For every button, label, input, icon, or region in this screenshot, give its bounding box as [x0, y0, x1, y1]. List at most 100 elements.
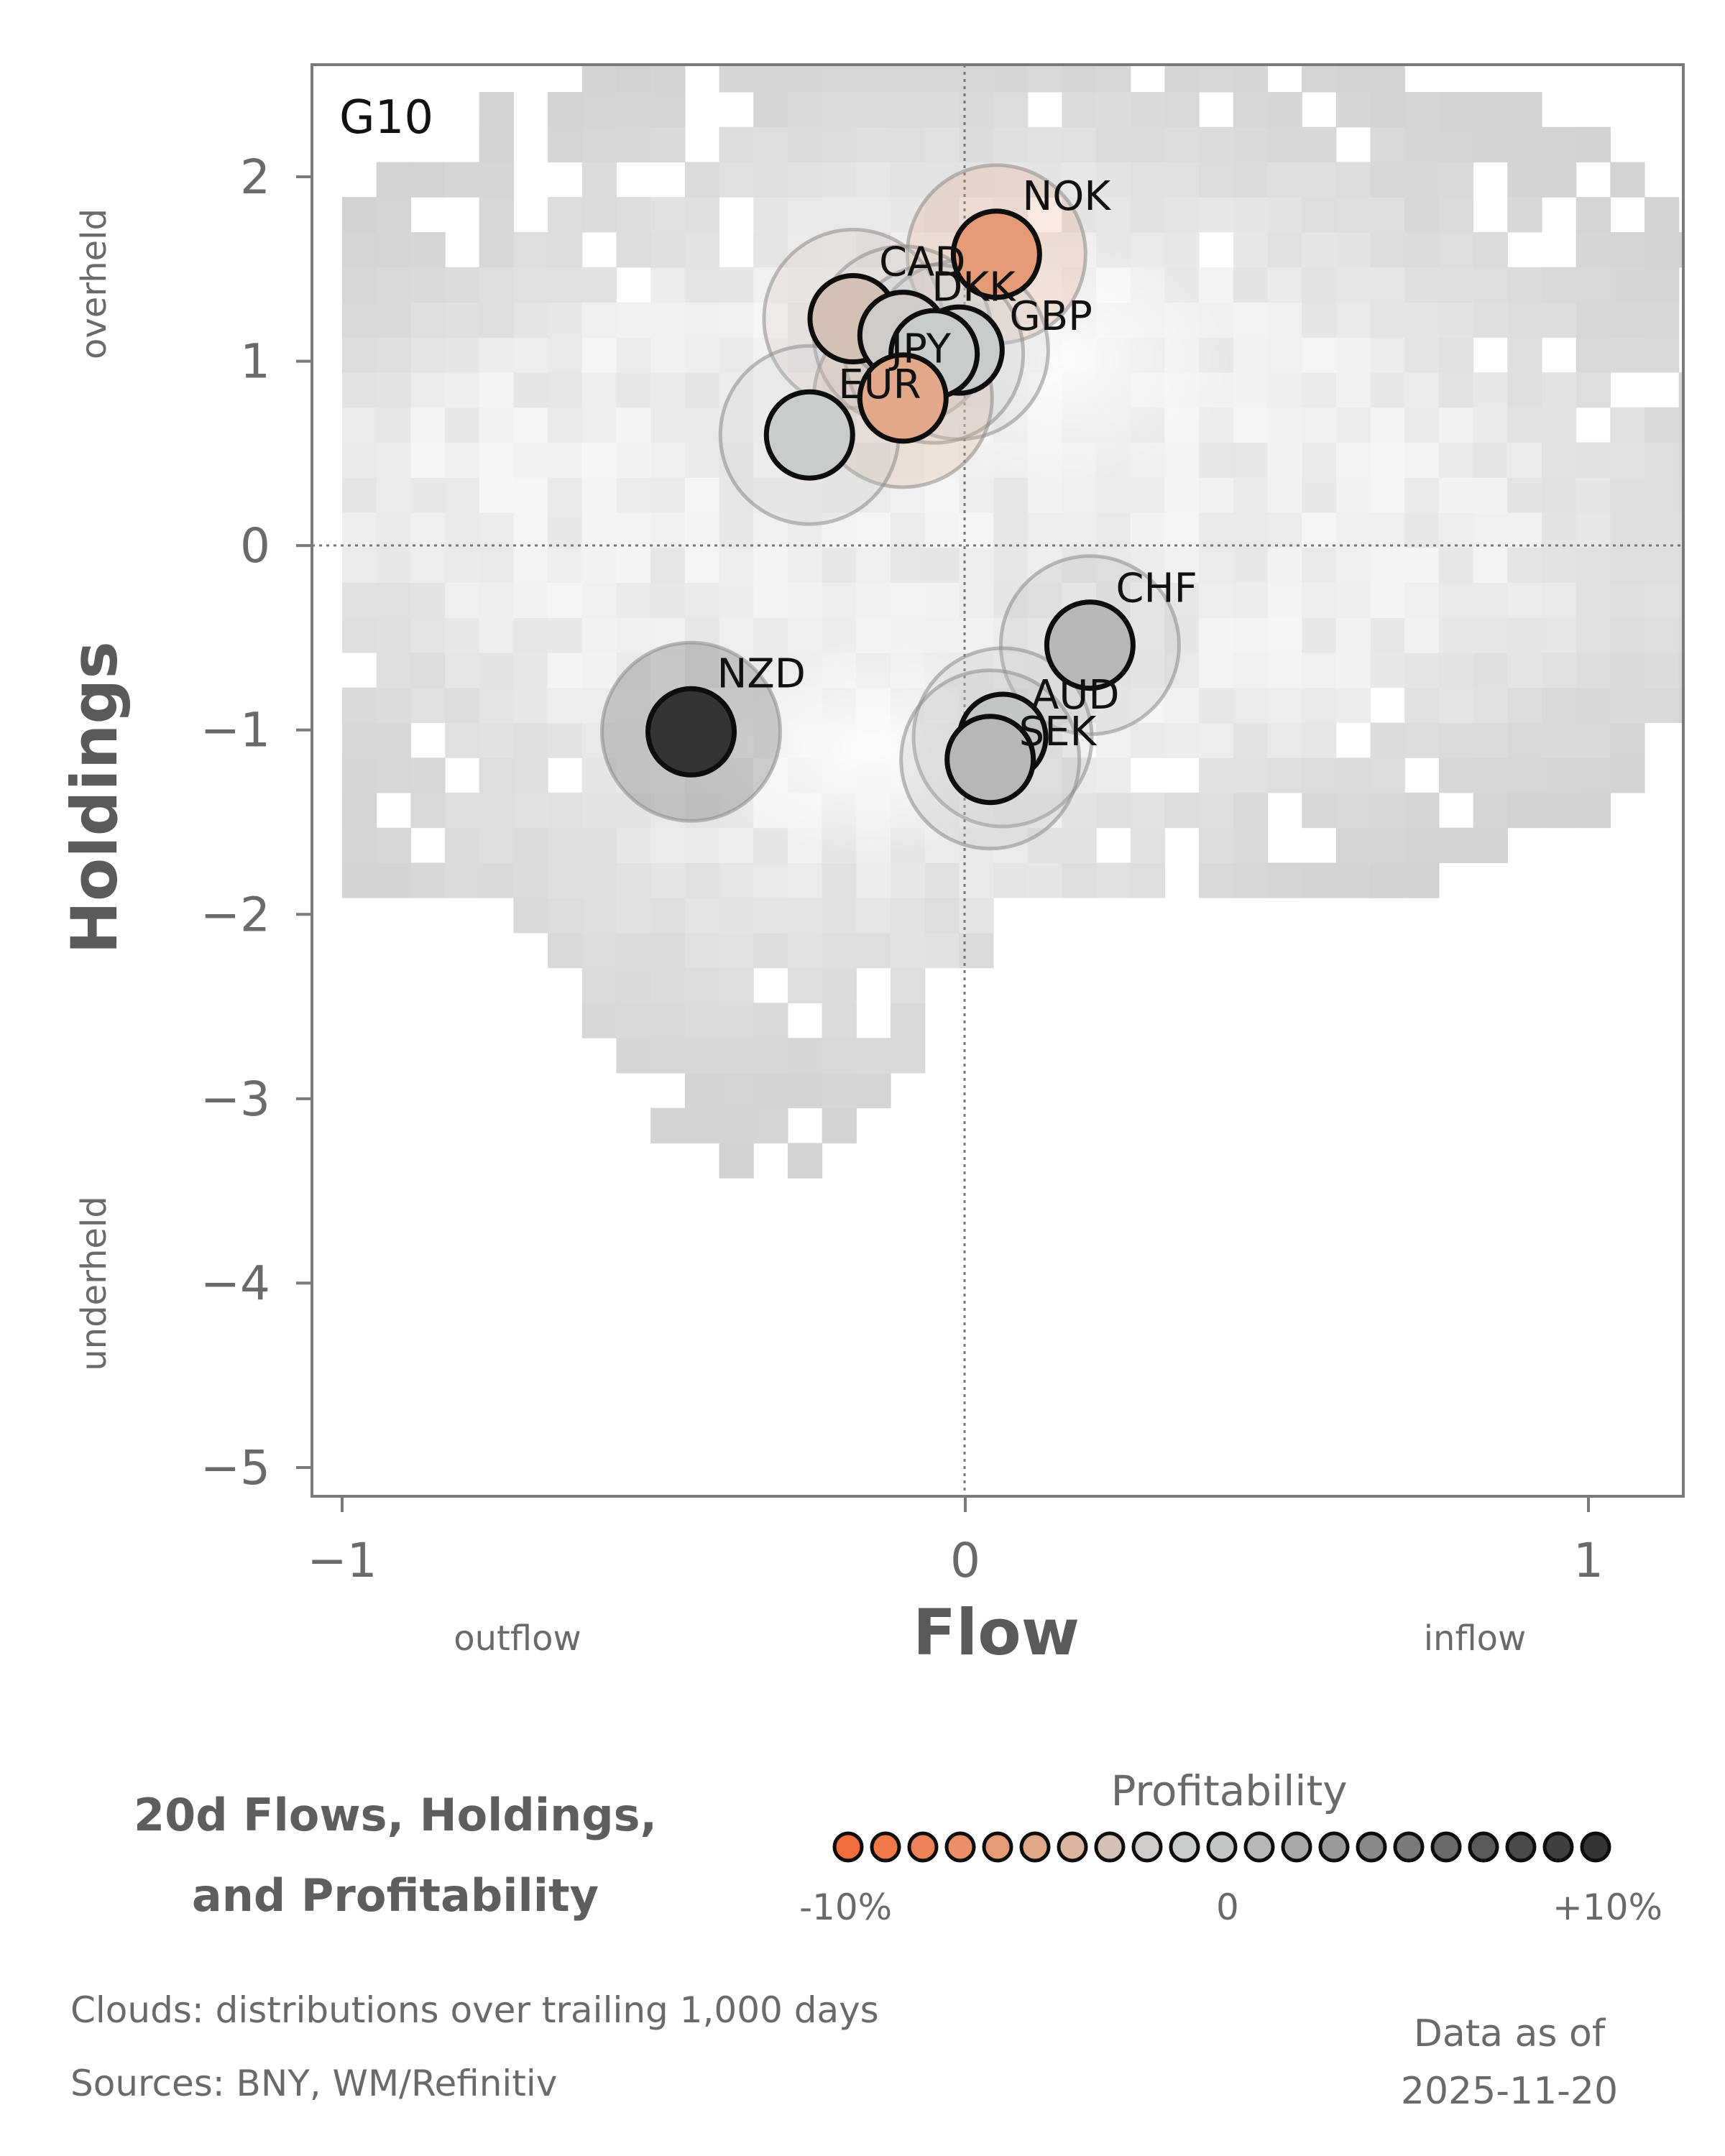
- cloud-cell: [856, 22, 891, 57]
- cloud-cell: [650, 337, 686, 373]
- cloud-cell: [1233, 792, 1269, 829]
- cloud-cell: [753, 547, 788, 583]
- cloud-cell: [376, 653, 411, 688]
- cloud-cell: [822, 126, 857, 162]
- cloud-cell: [891, 862, 926, 898]
- cloud-cell: [1335, 582, 1371, 618]
- cloud-cell: [616, 477, 651, 513]
- cloud-cell: [1302, 407, 1337, 443]
- cloud-cell: [1302, 22, 1336, 57]
- cloud-cell: [856, 197, 891, 233]
- profitability-colorbar: [832, 1831, 1611, 1863]
- cloud-cell: [822, 1107, 857, 1143]
- cloud-cell: [924, 898, 960, 934]
- cloud-cell: [1164, 687, 1200, 723]
- cloud-cell: [719, 1143, 754, 1179]
- cloud-cell: [1404, 722, 1440, 758]
- cloud-cell: [1199, 22, 1233, 57]
- cloud-cell: [856, 126, 891, 162]
- cloud-cell: [1507, 407, 1542, 443]
- cloud-cell: [616, 967, 651, 1003]
- colorbar-swatch: [1169, 1831, 1200, 1863]
- cloud-cell: [753, 232, 788, 268]
- cloud-cell: [1302, 267, 1337, 303]
- cloud-cell: [1473, 757, 1508, 793]
- cloud-cell: [822, 162, 857, 198]
- cloud-cell: [1404, 372, 1440, 408]
- cloud-cell: [924, 65, 960, 93]
- cloud-cell: [548, 92, 583, 128]
- cloud-cell: [1370, 302, 1405, 338]
- cloud-cell: [1507, 337, 1542, 373]
- cloud-cell: [1199, 197, 1234, 233]
- colorbar-swatch: [1281, 1831, 1312, 1863]
- cloud-cell: [753, 617, 788, 653]
- cloud-cell: [1507, 267, 1542, 303]
- cloud-cell: [479, 687, 514, 723]
- cloud-cell: [1335, 337, 1371, 373]
- cloud-cell: [616, 92, 651, 128]
- cloud-cell: [1542, 267, 1577, 303]
- cloud-cell: [1370, 162, 1405, 198]
- cloud-cell: [1678, 407, 1683, 443]
- cloud-cell: [410, 442, 446, 478]
- cloud-cell: [1267, 92, 1302, 128]
- cloud-cell: [684, 162, 720, 198]
- cloud-cell: [1199, 687, 1234, 723]
- cloud-cell: [856, 862, 891, 898]
- cloud-cell: [856, 162, 891, 198]
- cloud-cell: [1335, 827, 1371, 863]
- cloud-cell: [1370, 547, 1405, 583]
- cloud-cell: [1473, 126, 1508, 162]
- cloud-cell: [1678, 477, 1683, 513]
- cloud-cell: [719, 582, 754, 618]
- cloud-cell: [1507, 477, 1542, 513]
- cloud-cell: [548, 722, 583, 758]
- cloud-cell: [1267, 126, 1302, 162]
- cloud-cell: [1233, 687, 1269, 723]
- cloud-cell: [1130, 617, 1166, 653]
- cloud-cell: [1062, 512, 1097, 548]
- cloud-glow: [684, 640, 1059, 857]
- cloud-cell: [1576, 792, 1611, 829]
- cloud-cell: [342, 547, 377, 583]
- cloud-cell: [1610, 477, 1645, 513]
- cloud-cell: [581, 967, 617, 1003]
- cloud-cell: [479, 512, 514, 548]
- cloud-cell: [479, 126, 514, 162]
- cloud-cell: [581, 582, 617, 618]
- cloud-cell: [1678, 372, 1683, 408]
- cloud-cell: [1130, 827, 1166, 863]
- cloud-cell: [1644, 512, 1680, 548]
- cloud-cell: [513, 582, 548, 618]
- cloud-cell: [1096, 687, 1131, 723]
- chart-title-line2: and Profitability: [191, 1869, 599, 1922]
- cloud-cell: [513, 267, 548, 303]
- cloud-cell: [1370, 92, 1405, 128]
- cloud-cell: [1302, 197, 1337, 233]
- cloud-cell: [1164, 617, 1200, 653]
- cloud-cell: [891, 898, 926, 934]
- cloud-cell: [1267, 442, 1302, 478]
- cloud-cell: [822, 547, 857, 583]
- point-eur: [857, 352, 949, 444]
- cloud-cell: [479, 337, 514, 373]
- cloud-cell: [924, 162, 960, 198]
- cloud-cell: [1233, 65, 1269, 93]
- cloud-cell: [548, 337, 583, 373]
- cloud-cell: [1027, 862, 1062, 898]
- cloud-cell: [684, 1003, 720, 1038]
- y-tick-label: −1: [201, 703, 270, 758]
- cloud-cell: [1438, 302, 1474, 338]
- cloud-cell: [1576, 442, 1611, 478]
- cloud-cell: [753, 126, 788, 162]
- cloud-cell: [1644, 197, 1680, 233]
- cloud-cell: [1267, 653, 1302, 688]
- cloud-cell: [410, 862, 446, 898]
- cloud-cell: [513, 827, 548, 863]
- cloud-cell: [445, 162, 480, 198]
- cloud-cell: [548, 442, 583, 478]
- cloud-cell: [1267, 617, 1302, 653]
- cloud-cell: [581, 92, 617, 128]
- cloud-cell: [1130, 722, 1166, 758]
